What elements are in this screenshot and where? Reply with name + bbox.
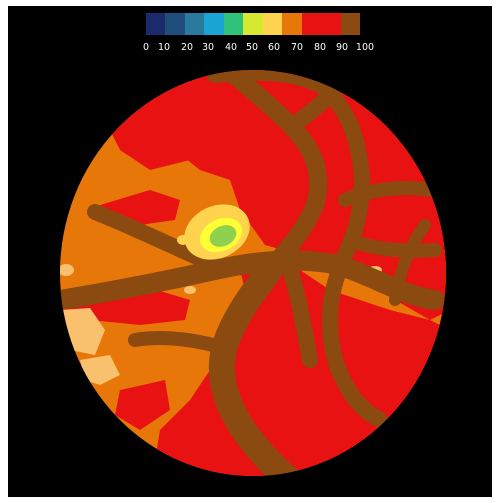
colorbar-tick: 70	[290, 42, 304, 53]
cup-spot	[177, 235, 189, 245]
colorbar-tick: 10	[157, 42, 171, 53]
colorbar-swatch	[146, 13, 166, 35]
colorbar-tick: 80	[313, 42, 327, 53]
colorbar-ticks: 0 10 20 30 40 50 60 70 80 90 100	[139, 42, 377, 56]
colorbar-swatch	[321, 13, 341, 35]
colorbar-tick: 20	[180, 42, 194, 53]
colorbar-tick: 40	[224, 42, 238, 53]
colorbar-swatch	[243, 13, 263, 35]
colorbar-tick: 90	[335, 42, 349, 53]
colorbar-swatch	[204, 13, 224, 35]
colorbar-tick: 30	[201, 42, 215, 53]
fundus-disc	[60, 70, 446, 476]
colorbar-swatch	[301, 13, 322, 35]
colorbar-swatch	[262, 13, 283, 35]
cup-center	[209, 225, 237, 247]
colorbar-swatch	[184, 13, 205, 35]
colorbar-swatch	[165, 13, 185, 35]
colorbar-tick: 50	[245, 42, 259, 53]
colorbar-swatch	[340, 13, 360, 35]
colorbar-swatch	[282, 13, 302, 35]
colorbar-swatch	[223, 13, 244, 35]
colorbar-tick: 60	[267, 42, 281, 53]
colorbar-tick: 0	[142, 42, 150, 53]
colorbar	[146, 13, 360, 35]
colorbar-tick: 100	[355, 42, 375, 53]
optic-cup	[177, 204, 250, 260]
vessels	[60, 70, 445, 476]
